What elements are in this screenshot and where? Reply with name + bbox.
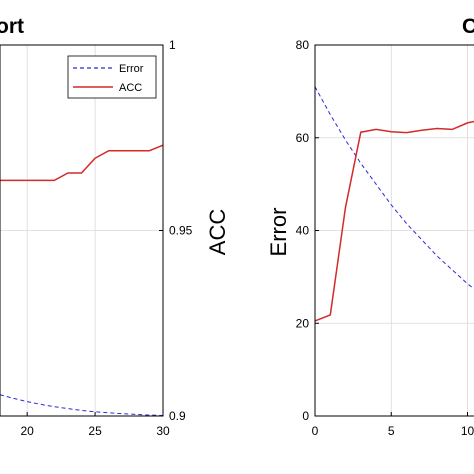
right-x-tick-label: 0 (312, 424, 319, 438)
right-y-tick-label: 40 (296, 224, 310, 238)
left-right-y-axis-label: ACC (205, 209, 230, 256)
left-right-y-ticks: 0.9 0.95 1 (159, 38, 193, 423)
right-chart-panel: C 0 5 10 0 20 40 60 80 Error (266, 15, 474, 438)
right-x-tick-label: 10 (461, 424, 474, 438)
left-right-y-tick-label: 0.9 (169, 409, 186, 423)
legend-acc-label: ACC (119, 82, 142, 94)
left-x-tick-label: 30 (156, 424, 170, 438)
left-right-y-tick-label: 0.95 (169, 224, 193, 238)
legend-box (67, 55, 157, 99)
left-series-error-line (0, 394, 164, 416)
right-grid (314, 44, 474, 417)
left-right-y-tick-label: 1 (169, 38, 176, 52)
legend-error-label: Error (119, 63, 144, 75)
right-x-ticks: 0 5 10 (312, 412, 474, 438)
right-chart-title: C (462, 15, 474, 38)
left-series-acc-line (0, 144, 164, 182)
right-y-tick-label: 0 (302, 409, 309, 423)
left-chart-title: ort (0, 15, 24, 38)
right-y-ticks: 0 20 40 60 80 (296, 38, 319, 423)
legend: Error ACC (67, 55, 157, 99)
right-series-error-line (314, 86, 474, 290)
right-series-lines (314, 86, 474, 322)
right-series-acc-line (314, 120, 474, 322)
left-x-tick-label: 25 (88, 424, 102, 438)
right-x-tick-label: 5 (388, 424, 395, 438)
right-y-tick-label: 60 (296, 131, 310, 145)
left-grid (0, 44, 164, 417)
left-series-lines (0, 144, 164, 416)
right-y-axis-label: Error (266, 208, 291, 257)
left-x-tick-label: 20 (20, 424, 34, 438)
right-y-tick-label: 80 (296, 38, 310, 52)
left-x-ticks: 20 25 30 (20, 412, 170, 438)
right-y-tick-label: 20 (296, 316, 310, 330)
left-chart-panel: ort 20 25 30 0.9 0.95 1 ACC Error ACC (0, 15, 230, 438)
